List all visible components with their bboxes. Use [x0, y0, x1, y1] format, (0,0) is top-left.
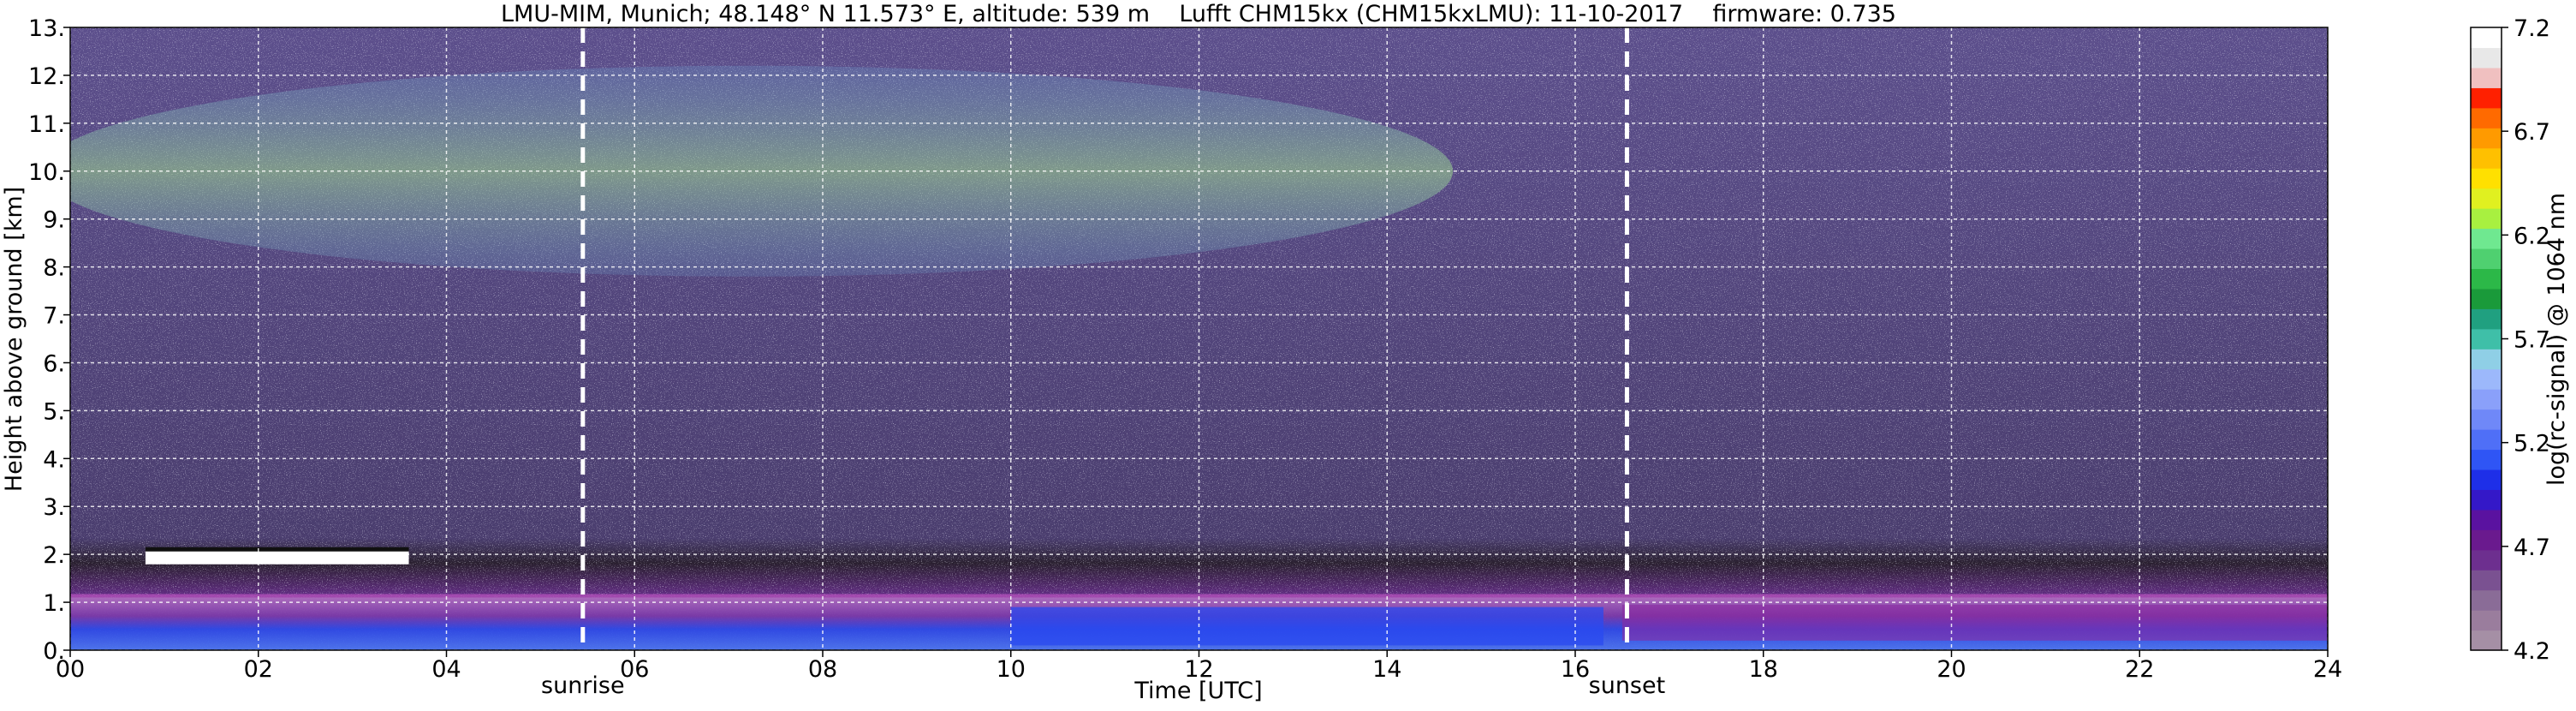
y-tick-label: 1.	[43, 590, 65, 617]
grid-lines	[69, 27, 2329, 651]
chart-title: LMU-MIM, Munich; 48.148° N 11.573° E, al…	[501, 1, 1896, 27]
x-tick-label: 22	[2125, 656, 2154, 683]
x-tick-label: 18	[1749, 656, 1778, 683]
low-cloud-top	[145, 547, 409, 552]
colorbar-segment	[2471, 389, 2502, 410]
colorbar-segment	[2471, 288, 2502, 309]
y-tick-label: 5.	[43, 398, 65, 425]
x-tick-label: 14	[1372, 656, 1401, 683]
x-tick-label: 06	[620, 656, 649, 683]
colorbar-segment	[2471, 67, 2502, 88]
colorbar-segment	[2471, 529, 2502, 551]
colorbar-tick-label: 5.2	[2514, 431, 2550, 457]
boundary-layer-core	[1010, 606, 1603, 646]
colorbar-segment	[2471, 469, 2502, 490]
colorbar-segment	[2471, 509, 2502, 530]
colorbar-tick-label: 4.7	[2514, 535, 2550, 561]
colorbar-segment	[2471, 409, 2502, 430]
boundary-layer-top	[70, 594, 2328, 598]
y-tick-label: 7.	[43, 303, 65, 330]
y-tick-label: 2.	[43, 542, 65, 569]
x-axis-ticks: 00 02 04 06 08 10 12 14 16 18 20 22 24	[56, 650, 2342, 683]
x-tick-label: 12	[1184, 656, 1213, 683]
colorbar-label: log(rc-signal) @ 1064 nm	[2543, 193, 2570, 486]
x-tick-label: 08	[808, 656, 837, 683]
y-tick-label: 6.	[43, 350, 65, 377]
y-tick-label: 4.	[43, 446, 65, 473]
colorbar-segment	[2471, 87, 2502, 109]
event-markers: sunrise sunset	[541, 27, 1665, 699]
x-tick-label: 24	[2313, 656, 2342, 683]
y-tick-label: 10.	[28, 159, 65, 186]
colorbar: 4.2 4.7 5.2 5.7 6.2 6.7 7.2	[2470, 15, 2550, 665]
colorbar-segment	[2471, 489, 2502, 511]
colorbar-segment	[2471, 107, 2502, 128]
colorbar-segment	[2471, 610, 2502, 631]
y-tick-label: 3.	[43, 494, 65, 521]
colorbar-tick-label: 4.2	[2514, 638, 2550, 665]
colorbar-segment	[2471, 208, 2502, 230]
y-tick-label: 12.	[28, 63, 65, 90]
y-tick-label: 11.	[28, 111, 65, 138]
colorbar-segment	[2471, 349, 2502, 370]
marker-label-sunset: sunset	[1589, 672, 1666, 699]
marker-label-sunrise: sunrise	[541, 672, 625, 699]
x-tick-label: 20	[1936, 656, 1966, 683]
x-axis-label: Time [UTC]	[1133, 678, 1262, 704]
colorbar-segment	[2471, 630, 2502, 651]
colorbar-segment	[2471, 328, 2502, 350]
y-axis-label: Height above ground [km]	[1, 187, 27, 492]
colorbar-segment	[2471, 549, 2502, 571]
colorbar-tick-label: 6.7	[2514, 119, 2550, 146]
x-tick-label: 16	[1561, 656, 1590, 683]
cirrus-layer	[70, 65, 1453, 277]
colorbar-segment	[2471, 168, 2502, 189]
colorbar-segment	[2471, 147, 2502, 169]
y-tick-label: 13.	[28, 15, 65, 42]
y-tick-label: 8.	[43, 255, 65, 282]
colorbar-tick-label: 7.2	[2514, 15, 2550, 42]
colorbar-segment	[2471, 570, 2502, 591]
colorbar-segment	[2471, 368, 2502, 390]
colorbar-segment	[2471, 248, 2502, 270]
x-tick-label: 02	[244, 656, 273, 683]
colorbar-segment	[2471, 188, 2502, 209]
x-tick-label: 00	[56, 656, 85, 683]
y-tick-label: 9.	[43, 207, 65, 234]
colorbar-segment	[2471, 589, 2502, 611]
colorbar-segment	[2471, 268, 2502, 290]
colorbar-segment	[2471, 27, 2502, 49]
plot-area	[70, 27, 2328, 650]
y-tick-label: 0.	[43, 638, 65, 665]
x-tick-label: 10	[996, 656, 1026, 683]
low-cloud-layer	[145, 550, 409, 565]
colorbar-segment	[2471, 47, 2502, 69]
x-tick-label: 04	[431, 656, 461, 683]
colorbar-tick-label: 6.2	[2514, 223, 2550, 249]
colorbar-segment	[2471, 308, 2502, 330]
colorbar-segment	[2471, 429, 2502, 451]
colorbar-segment	[2471, 449, 2502, 470]
colorbar-tick-label: 5.7	[2514, 327, 2550, 354]
colorbar-segment	[2471, 128, 2502, 149]
colorbar-segment	[2471, 228, 2502, 249]
evening-residual-layer	[1621, 604, 2328, 641]
y-axis-ticks: 0. 1. 2. 3. 4. 5. 6. 7. 8. 9. 10. 11. 12. 13.	[28, 15, 70, 665]
